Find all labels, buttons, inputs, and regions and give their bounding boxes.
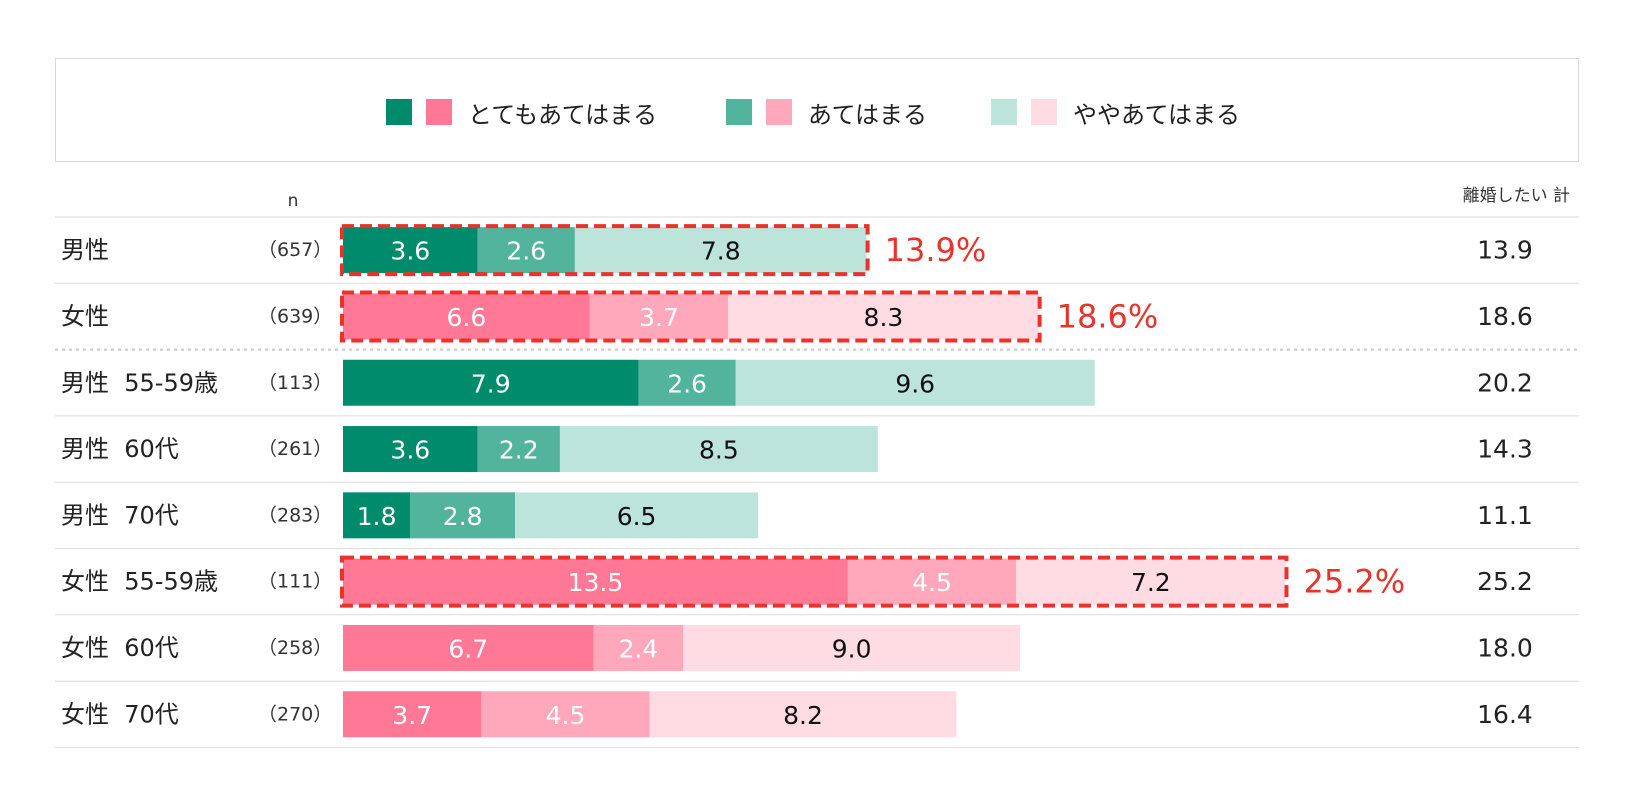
row-label: 男性 60代 [61,435,179,463]
segment-label: 9.0 [832,634,872,663]
legend-swatch-female [1031,99,1057,125]
row-n: （270） [258,703,332,725]
row-n: （111） [258,571,332,593]
bar-segment [649,691,957,738]
legend-item-somewhat-applies: ややあてはまる [991,99,1240,129]
segment-label: 3.6 [390,436,430,465]
bar-segment [343,558,848,605]
segment-label: 2.4 [619,634,659,663]
segment-label: 2.6 [506,237,546,266]
bar-segment [589,293,729,340]
bar-segment [343,293,590,340]
bar-segment [559,426,878,473]
row-label: 男性 70代 [61,501,179,529]
highlight-box [340,290,1042,343]
segment-label: 2.6 [667,369,707,398]
row-n: （639） [258,305,332,327]
row-total: 18.6 [1477,302,1533,331]
segment-label: 9.6 [895,369,935,398]
row-total: 11.1 [1477,501,1533,530]
bar-segment [481,691,650,738]
row-n: （258） [258,637,332,659]
row-n: （283） [258,504,332,526]
row-n: （113） [258,372,332,394]
legend: とてもあてはまる あてはまる ややあてはまる [55,58,1579,162]
bar-segment [343,426,478,473]
bar-segment [343,492,411,539]
segment-label: 4.5 [546,701,586,730]
segment-label: 6.6 [447,303,487,332]
legend-swatch-male [726,99,752,125]
segment-label: 8.2 [783,701,823,730]
row-label: 男性 [61,236,109,264]
bar-segment [410,492,516,539]
highlight-box [340,555,1289,608]
segment-label: 6.5 [617,502,657,531]
row-n: （261） [258,438,332,460]
bar-segment [515,492,759,539]
row-label: 女性 55-59歳 [61,568,218,596]
bar-segment [343,624,594,671]
row-label: 男性 55-59歳 [61,369,218,397]
highlight-label: 13.9% [885,231,987,269]
segment-label: 7.2 [1131,568,1171,597]
segment-label: 13.5 [568,568,624,597]
legend-swatch-female [426,99,452,125]
highlight-box [340,224,870,277]
bar-segment [683,624,1020,671]
bar-segment [728,293,1039,340]
bar-segment [593,624,684,671]
highlight-label: 25.2% [1303,563,1405,601]
legend-item-very-applies: とてもあてはまる [386,99,657,129]
n-header: n [288,191,299,211]
segment-label: 3.6 [390,237,430,266]
total-header: 離婚したい 計 [1463,186,1570,206]
segment-label: 2.2 [499,436,539,465]
bar-segment [343,691,482,738]
highlight-label: 18.6% [1057,297,1159,335]
bar-segment [343,227,478,274]
segment-label: 7.8 [701,237,741,266]
legend-label: ややあてはまる [1073,100,1241,129]
row-total: 14.3 [1477,435,1533,464]
segment-label: 6.7 [448,634,488,663]
row-label: 女性 [61,302,109,330]
legend-swatch-female [766,99,792,125]
row-total: 20.2 [1477,368,1533,397]
segment-label: 3.7 [392,701,432,730]
row-total: 18.0 [1477,633,1533,662]
legend-item-applies: あてはまる [726,99,927,129]
row-total: 13.9 [1477,236,1533,265]
segment-label: 3.7 [639,303,679,332]
row-label: 女性 60代 [61,634,179,662]
bar-segment [574,227,867,274]
legend-swatch-male [991,99,1017,125]
segment-label: 2.8 [443,502,483,531]
bar-segment [847,558,1017,605]
legend-label: とてもあてはまる [468,100,658,129]
segment-label: 8.3 [864,303,904,332]
row-n: （657） [258,239,332,261]
legend-swatch-male [386,99,412,125]
segment-label: 8.5 [699,436,739,465]
bar-segment [1016,558,1286,605]
segment-label: 1.8 [357,502,397,531]
bar-segment [343,359,639,406]
row-label: 女性 70代 [61,700,179,728]
segment-label: 7.9 [471,369,511,398]
segment-label: 4.5 [912,568,952,597]
bar-segment [477,227,575,274]
bar-segment [735,359,1095,406]
bar-segment [477,426,560,473]
row-total: 16.4 [1477,700,1533,729]
legend-label: あてはまる [808,100,928,129]
row-total: 25.2 [1477,567,1533,596]
bar-segment [638,359,736,406]
